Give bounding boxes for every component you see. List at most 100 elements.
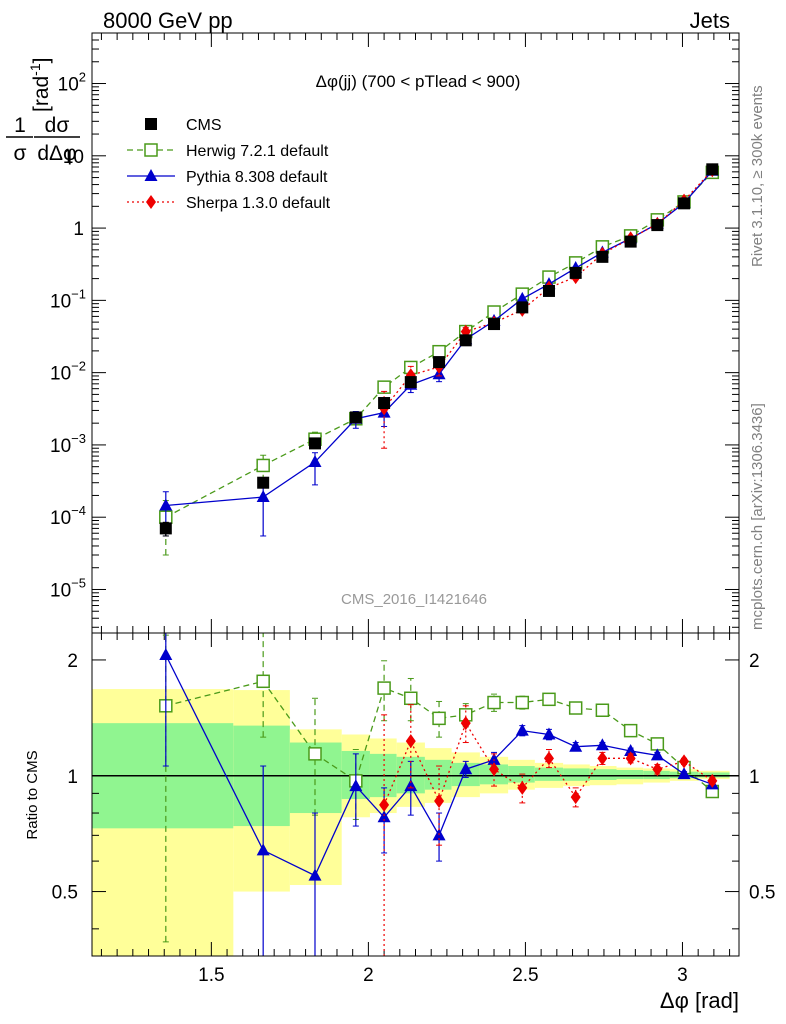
x-tick-label: 2.5: [512, 965, 538, 986]
ratio-point-sherpa: [625, 751, 636, 766]
legend-marker-pythia: [144, 169, 158, 181]
ratio-point-herwig: [542, 692, 556, 707]
ratio-point-herwig: [623, 723, 638, 738]
ratio-series-layer: [159, 633, 720, 956]
main-y-tick-label: 10−5: [50, 575, 86, 601]
main-y-tick-label: 1: [73, 219, 84, 240]
main-y-tick-label: 102: [58, 70, 86, 96]
ratio-point-sherpa: [405, 734, 416, 749]
ratio-point-herwig: [568, 701, 583, 715]
legend-marker-sherpa: [146, 195, 156, 209]
point-pythia: [308, 455, 322, 468]
source-label: mcplots.cern.ch [arXiv:1306.3436]: [749, 403, 766, 630]
legend: CMS Herwig 7.2.1 default Pythia 8.308 defa…: [127, 117, 331, 212]
point-cms: [516, 301, 529, 314]
ratio-point-sherpa: [489, 762, 500, 777]
ratio-point-pythia: [308, 868, 322, 881]
ratio-point-pythia: [377, 810, 391, 823]
point-cms: [488, 318, 501, 331]
ratio-point-sherpa: [570, 790, 581, 805]
ratio-point-pythia: [650, 748, 664, 761]
legend-marker-herwig: [144, 143, 158, 157]
band-inner: [424, 759, 452, 790]
ratio-point-pythia: [569, 739, 583, 752]
ratio-point-pythia: [677, 767, 691, 780]
ylabel-den: σ: [14, 142, 27, 165]
point-pythia: [256, 490, 270, 503]
ratio-series-herwig: [159, 633, 720, 943]
process-label: Jets: [690, 8, 730, 33]
legend-label-sherpa: Sherpa 1.3.0 default: [186, 195, 331, 212]
ratio-y-tick-label-right: 2: [749, 651, 760, 672]
rivet-version-label: Rivet 3.1.10, ≥ 300k events: [749, 85, 766, 267]
point-cms: [459, 334, 472, 347]
ratio-point-herwig: [650, 737, 665, 751]
point-cms: [349, 411, 362, 424]
main-y-tick-label: 10−4: [50, 503, 86, 529]
chart-title: Δφ(jj) (700 < pTlead < 900): [316, 72, 521, 91]
ratio-point-pythia: [515, 723, 529, 736]
point-herwig: [432, 344, 446, 359]
ratio-uncertainty-bands: [92, 689, 730, 956]
series-cms: [159, 163, 719, 537]
x-axis-label: Δφ [rad]: [660, 988, 739, 1013]
ratio-point-pythia: [404, 779, 418, 792]
ratio-point-pythia: [459, 762, 473, 775]
ratio-point-sherpa: [517, 780, 528, 795]
point-cms: [569, 266, 582, 279]
main-y-axis-label: 1 σ dσ dΔφ [rad-1]: [6, 58, 80, 165]
ratio-line-herwig: [165, 680, 713, 793]
x-tick-label: 2: [363, 965, 374, 986]
ylabel-num: 1: [14, 114, 26, 137]
band-inner: [698, 772, 730, 778]
point-cms: [159, 522, 172, 535]
main-y-tick-label: 10: [63, 147, 84, 168]
ratio-point-sherpa: [597, 751, 608, 766]
point-cms: [596, 250, 609, 263]
ratio-y-tick-label: 0.5: [52, 883, 78, 904]
ratio-point-pythia: [349, 779, 363, 792]
ratio-point-herwig: [256, 674, 270, 689]
band-inner: [589, 769, 617, 780]
ratio-point-sherpa: [379, 797, 390, 812]
ratio-point-sherpa: [679, 754, 690, 769]
series-line-herwig: [165, 171, 713, 518]
point-cms: [542, 284, 555, 297]
ratio-panel-frame: [91, 632, 740, 957]
point-cms: [651, 219, 664, 232]
ratio-point-pythia: [624, 743, 638, 756]
point-cms: [308, 437, 321, 450]
ylabel-num2: dσ: [45, 114, 70, 137]
ylabel-den2: dΔφ: [37, 142, 76, 165]
main-series-layer: [159, 163, 720, 556]
ratio-y-axis-label: Ratio to CMS: [24, 750, 41, 839]
ratio-point-pythia: [159, 648, 173, 661]
ratio-point-herwig: [487, 695, 501, 710]
point-pythia: [515, 291, 529, 304]
legend-item-sherpa: Sherpa 1.3.0 default: [127, 195, 331, 212]
point-pythia: [159, 498, 173, 511]
ratio-point-pythia: [256, 843, 270, 856]
point-cms: [678, 197, 691, 210]
series-sherpa: [379, 163, 718, 449]
point-herwig: [256, 458, 270, 473]
energy-label: 8000 GeV pp: [103, 8, 233, 33]
legend-item-cms: CMS: [145, 117, 222, 134]
legend-item-pythia: Pythia 8.308 default: [127, 169, 328, 186]
ratio-y-tick-label-right: 1: [749, 767, 760, 788]
ratio-point-pythia: [595, 738, 609, 751]
ratio-y-tick-label: 1: [67, 767, 78, 788]
x-tick-label: 3: [677, 965, 688, 986]
axes: 10−5 10−4 10−3 10−2 10−1 1 10 102 1.5 2 2.5 3 0.5 0.5…: [50, 32, 775, 986]
ratio-y-tick-label-right: 0.5: [749, 883, 775, 904]
main-y-tick-label: 10−1: [50, 286, 86, 312]
ratio-y-tick-label: 2: [67, 651, 78, 672]
point-cms: [404, 376, 417, 389]
legend-marker-cms: [145, 118, 157, 130]
ratio-point-herwig: [432, 711, 446, 726]
point-cms: [624, 235, 637, 248]
ratio-point-sherpa: [543, 751, 554, 766]
ratio-point-herwig: [377, 681, 391, 695]
point-cms: [706, 163, 719, 176]
ratio-point-herwig: [515, 695, 530, 710]
